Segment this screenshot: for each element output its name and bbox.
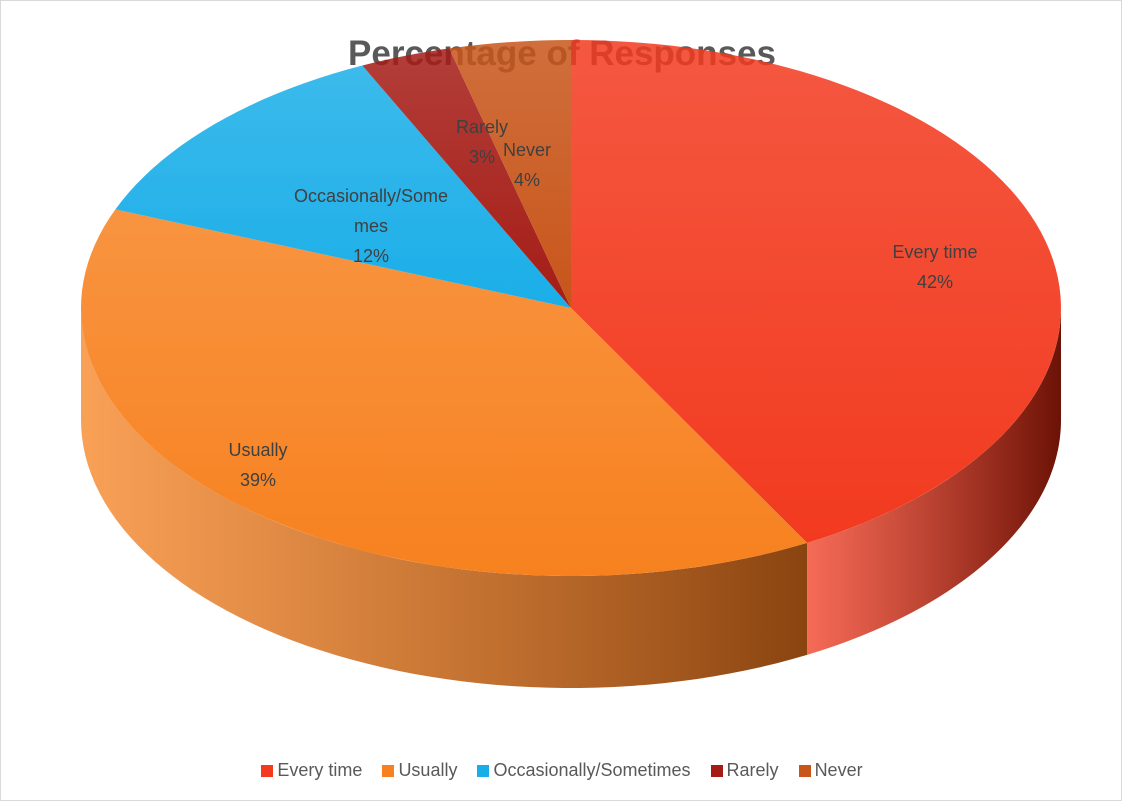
- legend-swatch: [477, 764, 490, 777]
- legend-item-usually[interactable]: Usually: [382, 760, 457, 781]
- legend-label: Never: [814, 760, 863, 780]
- pie-slice-never[interactable]: [449, 40, 571, 308]
- pie-slice-occasionally-sometimes[interactable]: [115, 65, 571, 308]
- pie-data-labels: Every time 42% Usually 39% Occasionally/Some…: [228, 117, 977, 490]
- legend-item-every-time[interactable]: Every time: [261, 760, 362, 781]
- legend-label: Rarely: [726, 760, 779, 780]
- legend-label: Every time: [277, 760, 363, 780]
- legend-swatch: [382, 764, 395, 777]
- data-label-never: Never 4%: [503, 140, 551, 190]
- pie-side-usually: [81, 308, 808, 688]
- legend-item-occasionally-sometimes[interactable]: Occasionally/Sometimes: [477, 760, 691, 781]
- legend-swatch: [710, 764, 723, 777]
- legend-label: Usually: [398, 760, 458, 780]
- pie-side-every-time: [807, 308, 1061, 655]
- pie-side-faces: [81, 308, 1061, 688]
- legend-label: Occasionally/Sometimes: [493, 760, 691, 780]
- data-label-occasionally-sometimes: Occasionally/Some mes 12%: [294, 186, 448, 266]
- data-label-usually: Usually 39%: [228, 440, 287, 490]
- pie-slice-usually[interactable]: [81, 209, 808, 576]
- legend-item-never[interactable]: Never: [798, 760, 863, 781]
- legend-item-rarely[interactable]: Rarely: [710, 760, 779, 781]
- legend-swatch: [798, 764, 811, 777]
- legend-swatch: [261, 764, 274, 777]
- pie-slice-rarely[interactable]: [362, 48, 571, 309]
- data-label-every-time: Every time 42%: [892, 242, 977, 292]
- pie-slice-every-time[interactable]: [571, 40, 1061, 543]
- pie-top-faces: [81, 40, 1061, 576]
- data-label-rarely: Rarely 3%: [456, 117, 508, 167]
- chart-legend: Every time Usually Occasionally/Sometimes R…: [0, 760, 1124, 781]
